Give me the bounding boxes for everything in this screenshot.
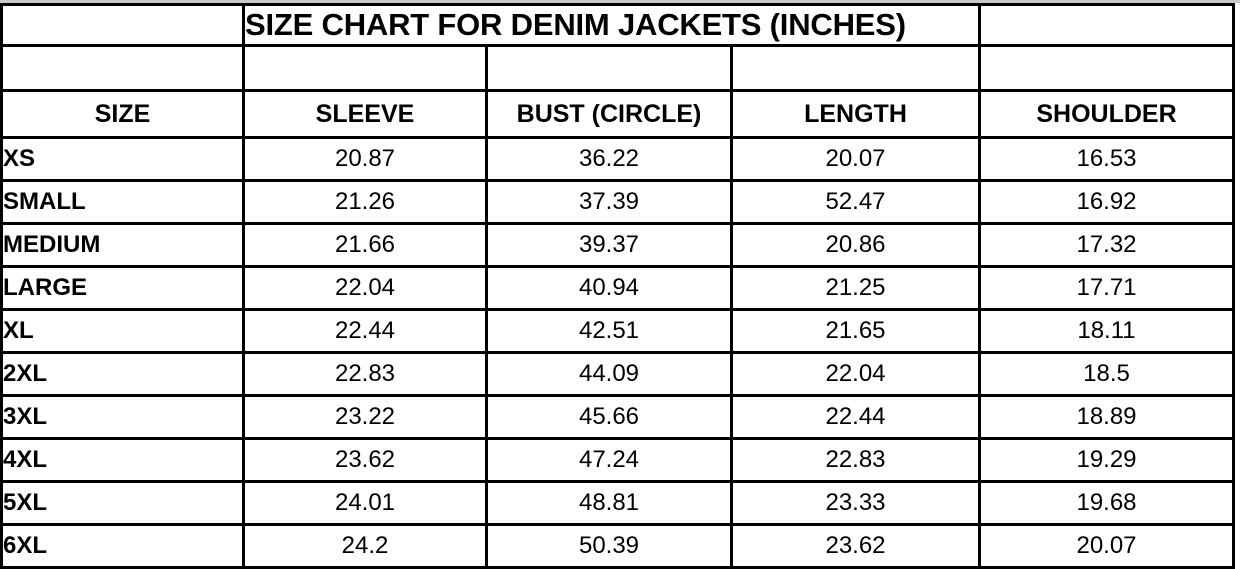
cell-shoulder: 18.5 [978, 351, 1235, 397]
spacer-cell-3 [485, 44, 733, 92]
cell-shoulder: 16.92 [978, 179, 1235, 225]
cell-length: 20.86 [730, 222, 981, 268]
size-chart-body: SIZE CHART FOR DENIM JACKETS (INCHES) SI… [0, 3, 1235, 569]
cell-length: 21.25 [730, 265, 981, 311]
cell-size: 3XL [0, 394, 245, 440]
table-row: LARGE 22.04 40.94 21.25 17.71 [0, 265, 1235, 311]
cell-bust: 39.37 [485, 222, 733, 268]
cell-length: 21.65 [730, 308, 981, 354]
cell-bust: 37.39 [485, 179, 733, 225]
cell-bust: 48.81 [485, 480, 733, 526]
cell-length: 22.44 [730, 394, 981, 440]
chart-title: SIZE CHART FOR DENIM JACKETS (INCHES) [242, 3, 981, 47]
cell-shoulder: 19.29 [978, 437, 1235, 483]
table-row: XL 22.44 42.51 21.65 18.11 [0, 308, 1235, 354]
cell-shoulder: 18.89 [978, 394, 1235, 440]
column-header-size: SIZE [0, 89, 245, 139]
cell-size: 5XL [0, 480, 245, 526]
size-chart-table: SIZE CHART FOR DENIM JACKETS (INCHES) SI… [0, 3, 1235, 569]
cell-sleeve: 24.2 [242, 523, 488, 569]
cell-sleeve: 20.87 [242, 136, 488, 182]
sheet-top-edge [0, 0, 1240, 3]
cell-sleeve: 21.66 [242, 222, 488, 268]
cell-length: 23.62 [730, 523, 981, 569]
cell-bust: 50.39 [485, 523, 733, 569]
title-row-blank-right [978, 3, 1235, 47]
cell-length: 23.33 [730, 480, 981, 526]
spacer-cell-2 [242, 44, 488, 92]
cell-bust: 44.09 [485, 351, 733, 397]
cell-sleeve: 23.22 [242, 394, 488, 440]
column-header-bust: BUST (CIRCLE) [485, 89, 733, 139]
cell-length: 22.04 [730, 351, 981, 397]
table-row: XS 20.87 36.22 20.07 16.53 [0, 136, 1235, 182]
cell-length: 20.07 [730, 136, 981, 182]
cell-shoulder: 19.68 [978, 480, 1235, 526]
table-row: SMALL 21.26 37.39 52.47 16.92 [0, 179, 1235, 225]
cell-shoulder: 16.53 [978, 136, 1235, 182]
table-row: 4XL 23.62 47.24 22.83 19.29 [0, 437, 1235, 483]
cell-shoulder: 17.71 [978, 265, 1235, 311]
table-row: 5XL 24.01 48.81 23.33 19.68 [0, 480, 1235, 526]
cell-bust: 40.94 [485, 265, 733, 311]
cell-size: SMALL [0, 179, 245, 225]
cell-shoulder: 20.07 [978, 523, 1235, 569]
cell-length: 22.83 [730, 437, 981, 483]
cell-size: LARGE [0, 265, 245, 311]
cell-sleeve: 22.83 [242, 351, 488, 397]
cell-sleeve: 22.44 [242, 308, 488, 354]
spacer-cell-4 [730, 44, 981, 92]
cell-shoulder: 18.11 [978, 308, 1235, 354]
cell-bust: 42.51 [485, 308, 733, 354]
cell-size: XL [0, 308, 245, 354]
cell-bust: 45.66 [485, 394, 733, 440]
cell-size: MEDIUM [0, 222, 245, 268]
spacer-cell-5 [978, 44, 1235, 92]
cell-shoulder: 17.32 [978, 222, 1235, 268]
cell-sleeve: 22.04 [242, 265, 488, 311]
title-row-blank-left [0, 3, 245, 47]
column-header-shoulder: SHOULDER [978, 89, 1235, 139]
column-header-row: SIZE SLEEVE BUST (CIRCLE) LENGTH SHOULDE… [0, 89, 1235, 139]
spacer-cell-1 [0, 44, 245, 92]
cell-bust: 36.22 [485, 136, 733, 182]
column-header-length: LENGTH [730, 89, 981, 139]
cell-size: 6XL [0, 523, 245, 569]
table-row: MEDIUM 21.66 39.37 20.86 17.32 [0, 222, 1235, 268]
cell-size: 4XL [0, 437, 245, 483]
cell-sleeve: 21.26 [242, 179, 488, 225]
cell-size: XS [0, 136, 245, 182]
title-row: SIZE CHART FOR DENIM JACKETS (INCHES) [0, 3, 1235, 47]
table-row: 6XL 24.2 50.39 23.62 20.07 [0, 523, 1235, 569]
cell-sleeve: 23.62 [242, 437, 488, 483]
cell-bust: 47.24 [485, 437, 733, 483]
table-row: 2XL 22.83 44.09 22.04 18.5 [0, 351, 1235, 397]
column-header-sleeve: SLEEVE [242, 89, 488, 139]
cell-length: 52.47 [730, 179, 981, 225]
table-row: 3XL 23.22 45.66 22.44 18.89 [0, 394, 1235, 440]
cell-size: 2XL [0, 351, 245, 397]
cell-sleeve: 24.01 [242, 480, 488, 526]
spacer-row [0, 44, 1235, 92]
